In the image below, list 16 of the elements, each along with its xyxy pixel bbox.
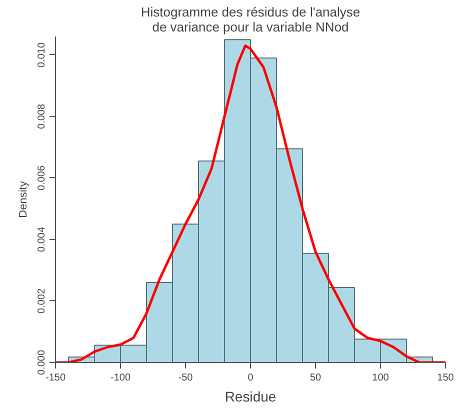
y-tick-label: 0.004 xyxy=(36,226,48,252)
y-tick-label: 0.010 xyxy=(36,42,48,68)
y-tick-label: 0.006 xyxy=(36,165,48,190)
x-tick-label: -150 xyxy=(45,372,66,384)
x-tick-label: 150 xyxy=(437,372,454,384)
x-tick-label: -100 xyxy=(110,372,131,384)
x-axis-title: Residue xyxy=(224,388,276,404)
y-tick-label: 0.008 xyxy=(36,104,48,129)
x-tick-label: 50 xyxy=(310,372,322,384)
x-tick-label: 100 xyxy=(372,372,390,384)
x-tick-label: 0 xyxy=(248,372,254,384)
chart-title: Histogramme des résidus de l'analyse de variance pour la variable NNod xyxy=(140,4,360,34)
y-axis-title: Density xyxy=(18,180,30,218)
y-tick-label: 0.000 xyxy=(36,350,48,376)
x-tick-label: -50 xyxy=(178,372,194,384)
y-tick-label: 0.002 xyxy=(36,288,48,314)
